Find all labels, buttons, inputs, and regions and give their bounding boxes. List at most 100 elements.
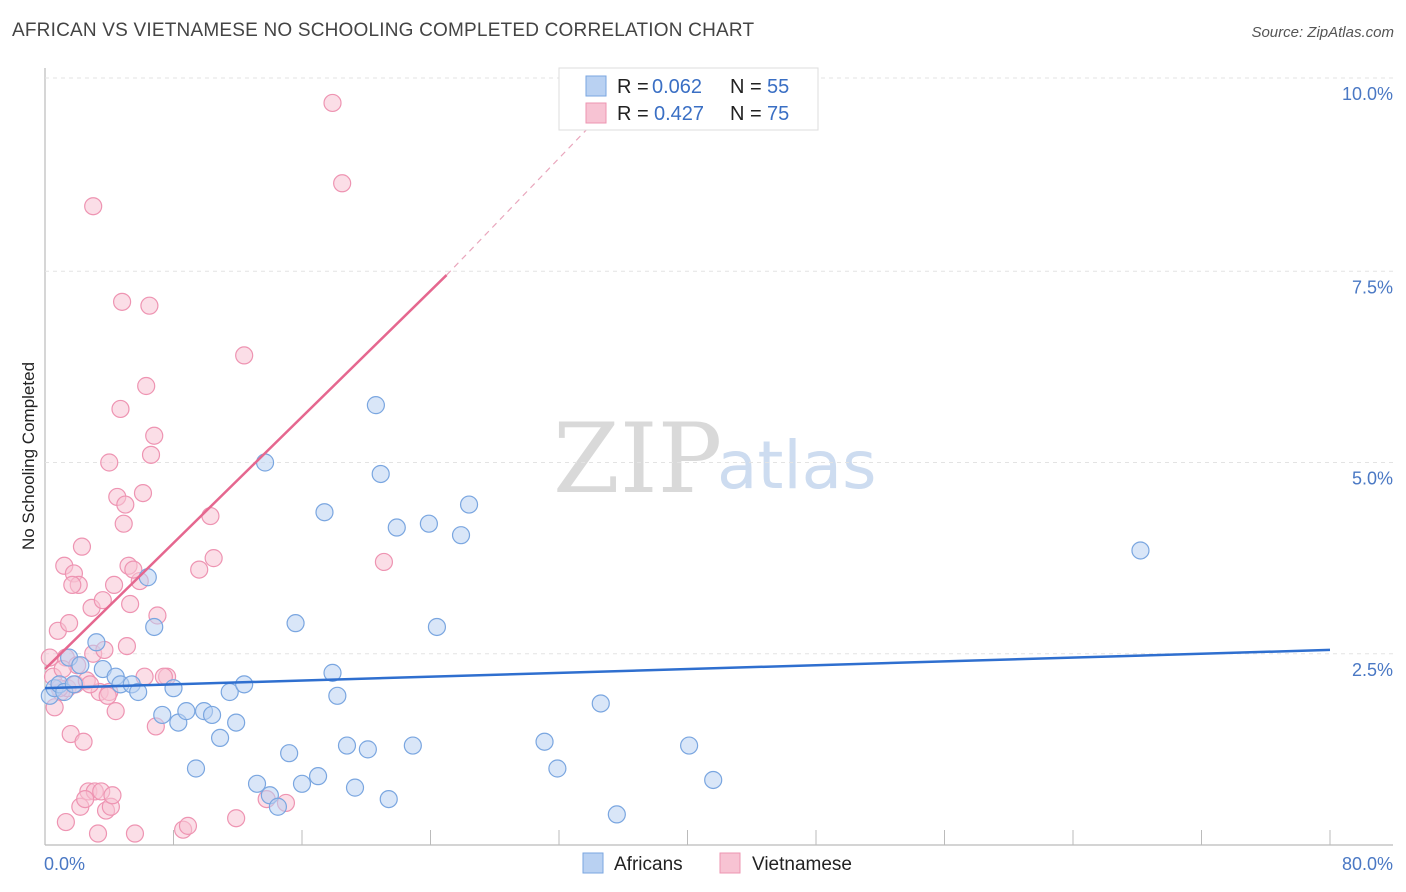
legend-r-value: 0.062 [652, 76, 702, 98]
vietnamese-point [116, 495, 135, 514]
vietnamese-point [201, 506, 220, 526]
legend-n-label: N = [730, 103, 762, 125]
vietnamese-point [141, 445, 161, 464]
africans-point [308, 767, 328, 786]
africans-point [71, 656, 90, 675]
vietnamese-point [100, 453, 119, 472]
africans-point [328, 686, 347, 705]
vietnamese-point [190, 560, 209, 579]
legend-swatch-vietnamese [585, 102, 607, 124]
africans-point [535, 732, 554, 751]
africans-point [704, 770, 723, 790]
africans-point [315, 503, 334, 522]
africans-point [427, 617, 447, 637]
africans-point [358, 740, 377, 759]
legend-n-value: 55 [767, 76, 789, 98]
y-tick-label: 2.5% [1352, 660, 1393, 680]
vietnamese-point [133, 484, 153, 503]
y-axis-label: No Schooling Completed [19, 362, 38, 550]
bottom-legend-swatch-africans [582, 852, 604, 874]
vietnamese-point [76, 789, 95, 809]
africans-point [419, 514, 438, 533]
vietnamese-point [103, 786, 122, 805]
africans-point [337, 736, 357, 755]
vietnamese-point [84, 197, 103, 216]
vietnamese-point [125, 824, 145, 843]
africans-point [345, 778, 365, 797]
vietnamese-point [124, 560, 143, 579]
africans-point [459, 495, 479, 514]
africans-point [210, 728, 230, 748]
africans-point [129, 682, 148, 702]
africans-point [235, 675, 254, 694]
watermark-atlas: atlas [717, 427, 877, 504]
chart-title: AFRICAN VS VIETNAMESE NO SCHOOLING COMPL… [12, 20, 755, 41]
africans-point [403, 736, 422, 755]
legend-r-label: R = [617, 76, 649, 98]
vietnamese-point [111, 399, 130, 419]
bottom-legend-africans: Africans [614, 854, 683, 875]
vietnamese-point [178, 816, 198, 835]
vietnamese-point [63, 575, 82, 595]
vietnamese-point [56, 812, 75, 832]
x-tick-label-min: 0.0% [44, 854, 85, 874]
x-tick-label-max: 80.0% [1342, 854, 1393, 874]
africans-point [280, 744, 299, 763]
africans-point [64, 675, 84, 694]
watermark-zip: ZIP [553, 403, 722, 515]
africans-point [145, 617, 164, 637]
africans-point [1131, 541, 1150, 560]
africans-trendline [44, 648, 1331, 690]
vietnamese-point [80, 675, 100, 694]
legend-r-label: R = [617, 103, 649, 125]
africans-point [227, 713, 246, 732]
africans-point [268, 797, 288, 816]
africans-point [292, 774, 312, 793]
legend-swatch-africans [585, 75, 607, 97]
vietnamese-point [333, 174, 352, 193]
legend-box: R = 0.062 N = 55 R = 0.427 N = 75 [558, 67, 819, 131]
vietnamese-point [106, 702, 125, 721]
africans-point [371, 464, 390, 484]
bottom-legend-vietnamese: Vietnamese [752, 854, 852, 875]
africans-point [387, 518, 406, 537]
vietnamese-point [121, 594, 140, 614]
vietnamese-point [117, 636, 137, 656]
vietnamese-point [93, 591, 112, 610]
africans-point [323, 663, 342, 682]
africans-point [202, 705, 222, 725]
y-tick-label: 5.0% [1352, 469, 1393, 489]
vietnamese-trendline [44, 274, 448, 670]
africans-point [138, 568, 157, 587]
vietnamese-point [227, 809, 246, 828]
bottom-legend: Africans Vietnamese [582, 852, 852, 875]
vietnamese-point [104, 575, 124, 595]
vietnamese-point [140, 296, 159, 315]
africans-point [366, 396, 385, 415]
legend-n-value: 75 [767, 103, 789, 125]
africans-point [153, 705, 172, 725]
vietnamese-point [235, 346, 254, 365]
africans-point [451, 526, 471, 545]
africans-point [186, 759, 206, 778]
vietnamese-point [137, 376, 156, 396]
africans-point [247, 774, 267, 793]
vietnamese-point [114, 514, 133, 533]
source-label: Source: ZipAtlas.com [1251, 24, 1394, 41]
vietnamese-point [374, 552, 394, 572]
vietnamese-point [204, 549, 223, 568]
vietnamese-point [88, 824, 108, 843]
africans-point [177, 702, 196, 721]
vietnamese-point [74, 732, 93, 751]
vietnamese-point [323, 93, 342, 113]
africans-point [379, 789, 398, 809]
vietnamese-point [145, 426, 164, 445]
africans-point [607, 805, 626, 824]
africans-point [286, 614, 305, 633]
vietnamese-point [59, 614, 79, 633]
africans-point [680, 736, 699, 755]
vietnamese-point [112, 292, 132, 311]
africans-point [164, 679, 183, 698]
y-tick-label: 10.0% [1342, 84, 1393, 104]
